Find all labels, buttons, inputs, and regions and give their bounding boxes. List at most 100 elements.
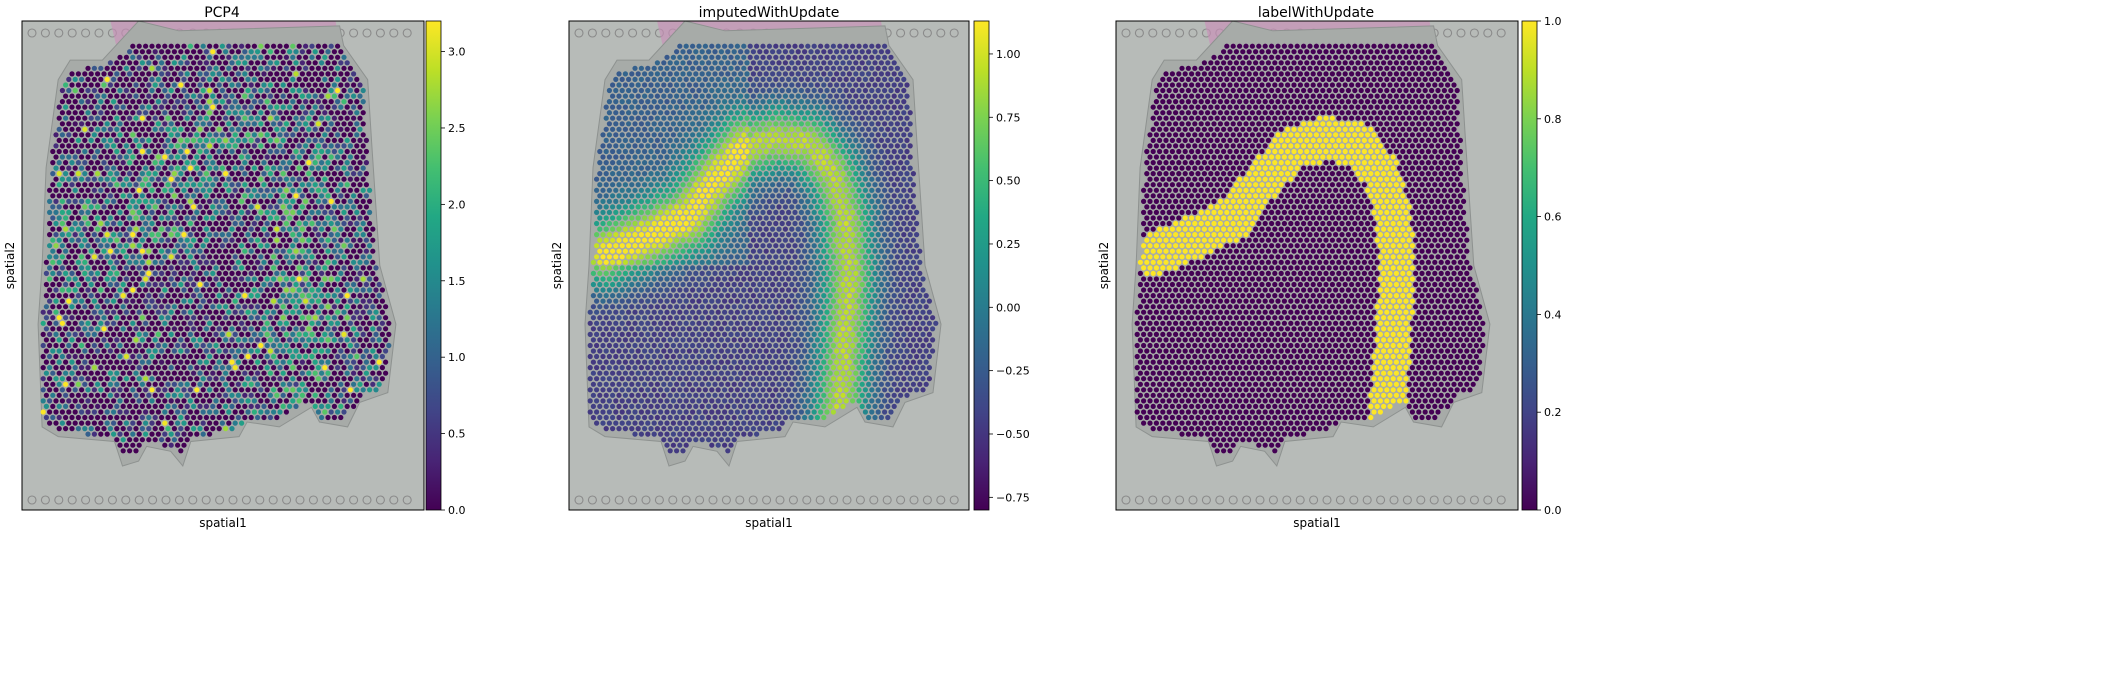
spot [312, 348, 318, 354]
spot [123, 143, 129, 149]
spot [738, 215, 744, 221]
spot [328, 143, 334, 149]
spot [98, 110, 104, 116]
spot [683, 54, 689, 60]
spot [91, 154, 97, 160]
spot [859, 160, 865, 166]
spot [159, 293, 165, 299]
spot [104, 143, 110, 149]
spot [894, 132, 901, 138]
spot [718, 148, 725, 155]
spot [856, 110, 862, 116]
spot [152, 148, 158, 155]
spot [203, 392, 209, 398]
spot [123, 287, 129, 293]
spot [226, 342, 232, 349]
spot [88, 259, 94, 265]
spot [866, 193, 872, 199]
spot [341, 209, 347, 215]
spot [120, 226, 126, 232]
spot [133, 148, 139, 155]
spot [338, 71, 344, 77]
spot [162, 320, 168, 326]
spot [143, 65, 149, 71]
spot [610, 104, 616, 110]
spot [107, 60, 113, 66]
spot [760, 54, 766, 60]
spot [197, 370, 203, 376]
spot [143, 110, 149, 116]
spot [309, 287, 315, 293]
spot [98, 65, 104, 71]
spot [299, 71, 305, 77]
spot [245, 298, 251, 304]
spot [814, 215, 821, 221]
spot [181, 243, 187, 249]
spot [786, 110, 792, 116]
spot [213, 331, 219, 337]
spot [303, 209, 309, 215]
spot [271, 209, 277, 215]
spot [731, 182, 737, 188]
spot [322, 110, 328, 116]
spot [629, 160, 635, 166]
spot [133, 304, 139, 310]
spot [773, 198, 779, 204]
spot [79, 309, 85, 315]
spot [888, 65, 894, 71]
spot [136, 176, 142, 182]
spot [642, 160, 648, 166]
spot [85, 132, 91, 138]
spot [680, 82, 686, 88]
spot [277, 320, 283, 326]
spot [197, 82, 203, 88]
spot [731, 160, 737, 166]
spot [50, 304, 56, 310]
spot [722, 165, 728, 171]
spot [693, 115, 699, 121]
spot [779, 65, 785, 71]
spot [287, 381, 293, 387]
spot [328, 232, 334, 238]
spot [69, 115, 75, 121]
spot [178, 82, 184, 88]
spot [197, 171, 203, 177]
spot [216, 370, 222, 376]
spot [216, 348, 222, 354]
spot [50, 270, 56, 276]
spot [123, 65, 129, 71]
spot [165, 60, 171, 66]
spot [187, 365, 193, 371]
spot [706, 215, 712, 221]
spot [155, 99, 161, 105]
spot [255, 71, 261, 77]
spot [239, 198, 245, 204]
spot [773, 87, 779, 94]
spot [155, 110, 161, 116]
spot [219, 65, 225, 71]
spot [354, 276, 360, 282]
spot [261, 392, 267, 398]
spot [171, 248, 177, 254]
spot [766, 87, 773, 94]
spot [683, 87, 689, 94]
spot [184, 60, 190, 66]
spot [747, 121, 753, 127]
spot [792, 176, 798, 182]
spot [271, 398, 277, 404]
spot [613, 76, 619, 82]
spot [251, 298, 257, 304]
spot [290, 187, 296, 193]
spot [766, 187, 773, 193]
spot [159, 60, 165, 66]
spot [210, 337, 216, 343]
spot [133, 126, 139, 132]
spot [175, 431, 181, 437]
spot [43, 259, 50, 265]
spot [872, 115, 878, 121]
spot [271, 121, 277, 127]
spot [95, 226, 101, 232]
spot [850, 187, 856, 193]
x-axis-label: spatial1 [199, 516, 247, 530]
spot [210, 126, 216, 132]
